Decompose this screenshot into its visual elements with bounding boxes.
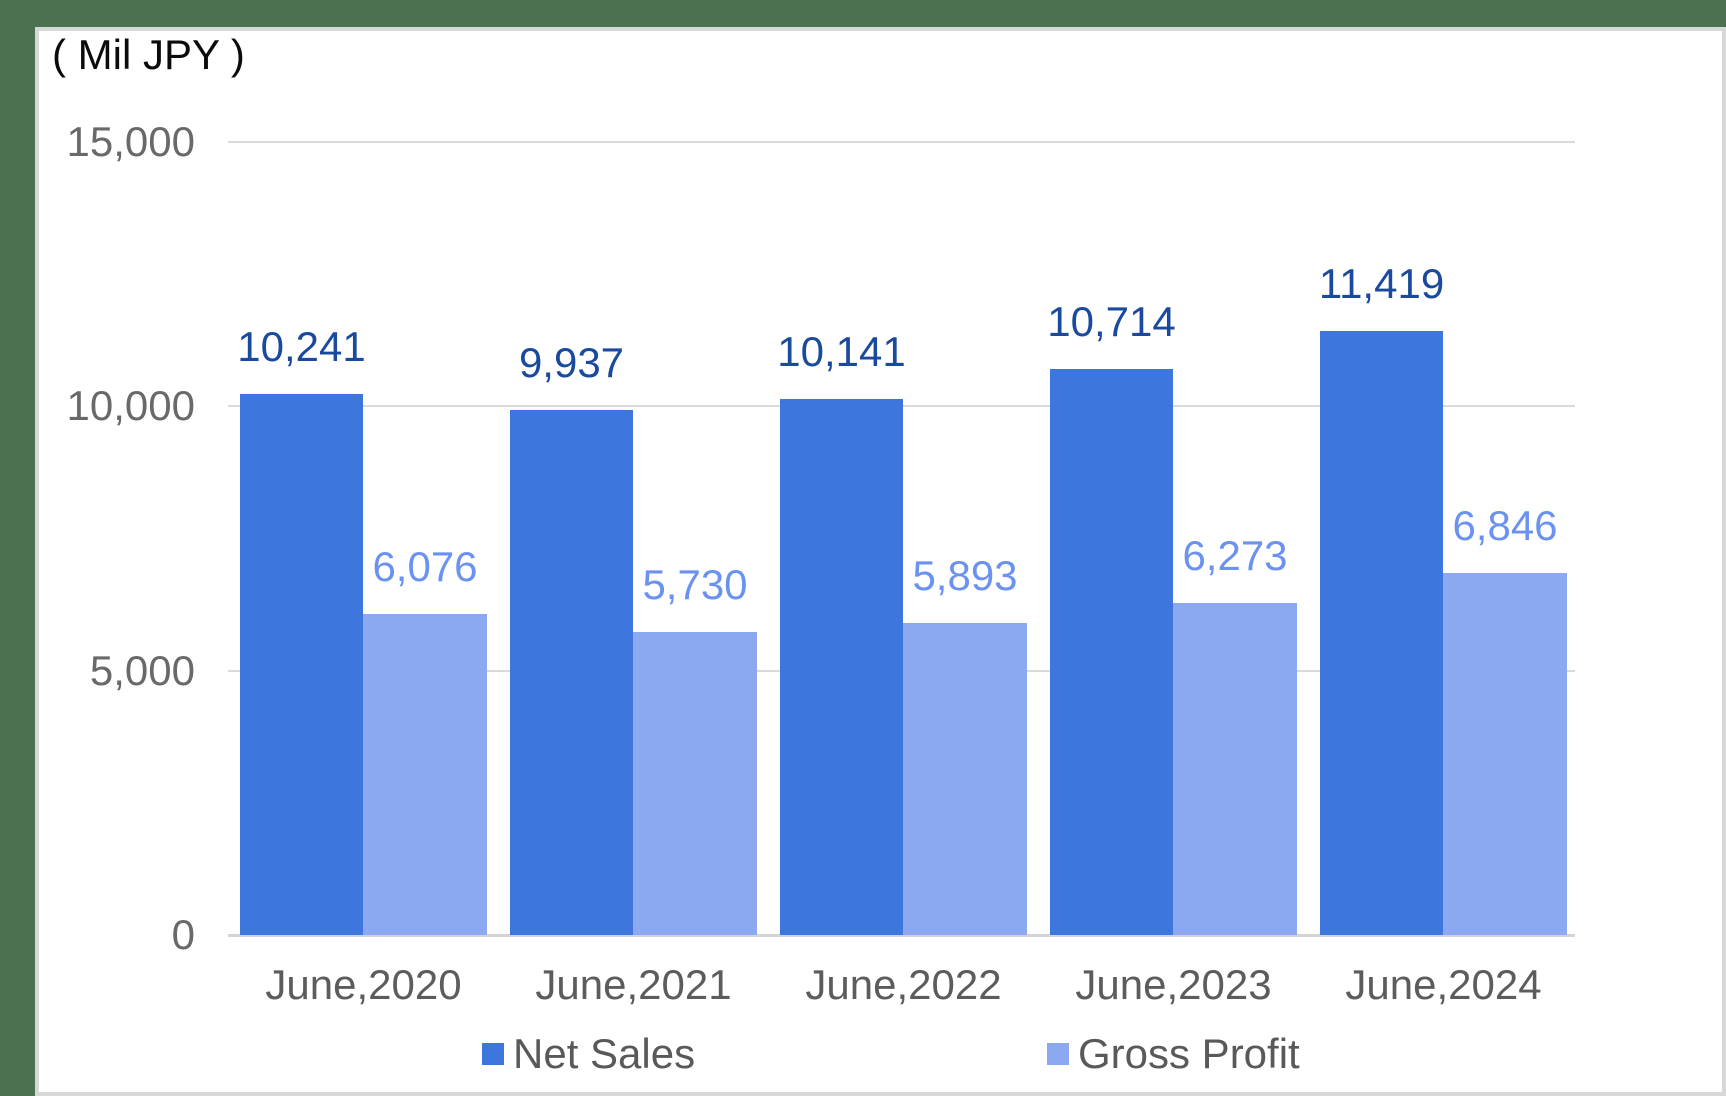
x-axis-label-june-2023: June,2023 <box>1075 961 1272 1008</box>
net-sales-bar-june-2020 <box>240 393 363 935</box>
net-sales-bar-june-2021 <box>510 409 633 935</box>
y-axis-label-5000: 5,000 <box>89 646 195 694</box>
net-sales-bar-june-2024 <box>1320 331 1443 935</box>
gridline-15000 <box>228 141 1575 143</box>
gross-profit-bar-june-2021 <box>633 632 757 935</box>
y-axis-label-10000: 10,000 <box>66 382 195 430</box>
gross-profit-bar-june-2024 <box>1443 573 1567 935</box>
net-sales-bar-june-2022 <box>780 398 903 935</box>
gross-profit-value-label-june-2024: 6,846 <box>1452 502 1558 550</box>
gross-profit-value-label-june-2021: 5,730 <box>642 561 748 609</box>
gross-profit-value-label-june-2022: 5,893 <box>912 552 1018 600</box>
legend-item-gross-profit: Gross Profit <box>1047 1030 1300 1078</box>
gross-profit-bar-june-2022 <box>903 623 1027 935</box>
legend-label-net-sales: Net Sales <box>513 1030 696 1077</box>
gross-profit-bar-june-2023 <box>1173 603 1297 935</box>
chart-unit-title: ( Mil JPY ) <box>52 31 245 78</box>
net-sales-bar-june-2023 <box>1050 368 1173 935</box>
net-sales-value-label-june-2024: 11,419 <box>1318 260 1445 308</box>
net-sales-value-label-june-2022: 10,141 <box>777 327 906 375</box>
x-axis-label-june-2024: June,2024 <box>1345 961 1542 1008</box>
gross-profit-value-label-june-2023: 6,273 <box>1182 532 1288 580</box>
legend-label-gross-profit: Gross Profit <box>1078 1030 1300 1077</box>
net-sales-value-label-june-2020: 10,241 <box>237 322 366 370</box>
y-axis-label-0: 0 <box>171 911 195 958</box>
net-sales-value-label-june-2023: 10,714 <box>1047 297 1176 345</box>
net-sales-value-label-june-2021: 9,937 <box>518 338 625 386</box>
legend-swatch-icon-net-sales <box>482 1043 504 1065</box>
x-axis-label-june-2020: June,2020 <box>265 961 462 1008</box>
x-axis-label-june-2021: June,2021 <box>535 961 732 1008</box>
y-axis-label-15000: 15,000 <box>66 118 195 165</box>
plot-area: 10,241 6,076 9,937 5,730 10,141 5,893 10,714 6,… <box>228 141 1575 937</box>
gross-profit-bar-june-2020 <box>363 613 487 935</box>
gross-profit-value-label-june-2020: 6,076 <box>372 542 478 590</box>
x-axis-line <box>228 934 1575 937</box>
x-axis-label-june-2022: June,2022 <box>805 961 1002 1008</box>
legend-item-net-sales: Net Sales <box>482 1030 695 1078</box>
legend-swatch-icon-gross-profit <box>1047 1043 1069 1065</box>
